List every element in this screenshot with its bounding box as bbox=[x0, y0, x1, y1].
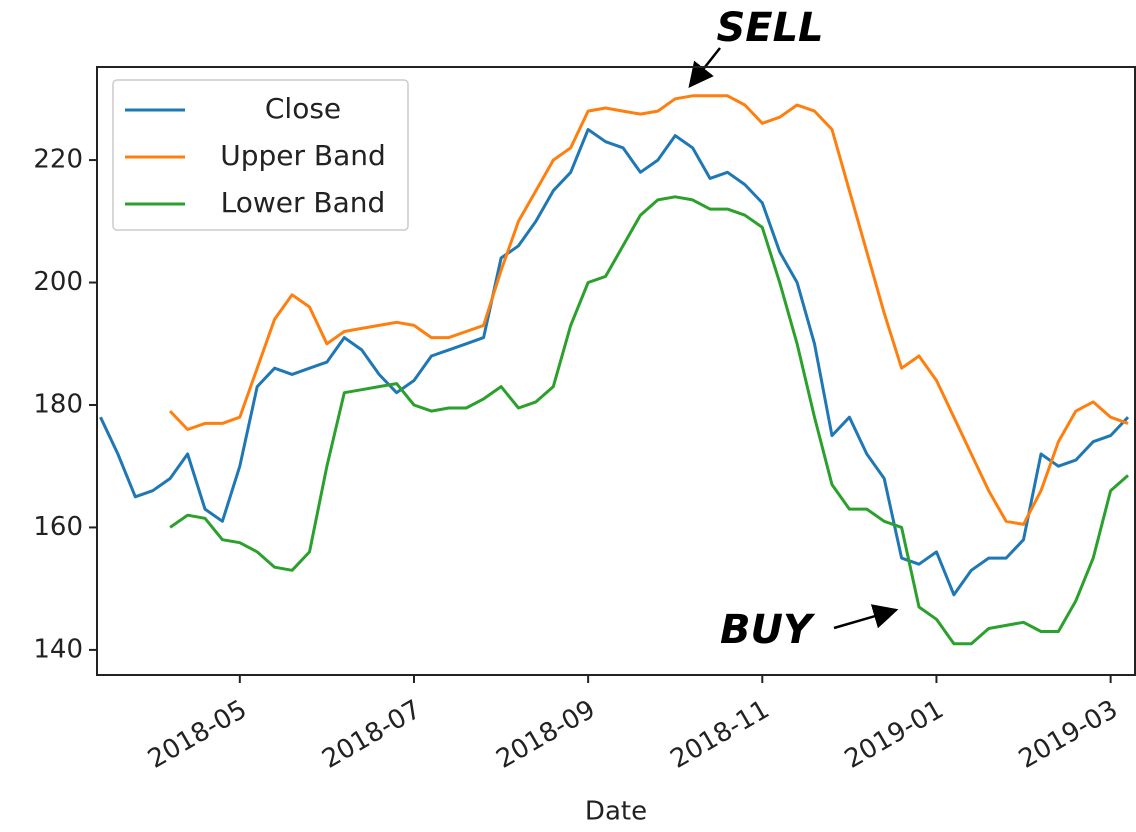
y-tick-label: 160 bbox=[33, 512, 83, 542]
x-tick-label: 2018-09 bbox=[491, 695, 600, 775]
plot-frame bbox=[96, 66, 1136, 676]
annotation: SELL bbox=[716, 5, 823, 51]
x-tick-label: 2019-01 bbox=[840, 695, 949, 775]
x-tick-label: 2018-05 bbox=[143, 695, 252, 775]
line-series bbox=[169, 94, 1129, 526]
legend-label: Upper Band bbox=[220, 139, 386, 172]
legend-label: Close bbox=[265, 92, 341, 125]
x-tick-label: 2019-03 bbox=[1014, 695, 1123, 775]
legend-box bbox=[112, 79, 409, 231]
y-tick-label: 140 bbox=[33, 634, 83, 664]
x-tick-label: 2018-11 bbox=[666, 695, 775, 775]
plot bbox=[99, 94, 1130, 646]
line-series bbox=[169, 195, 1129, 646]
x-axis-label: Date bbox=[585, 797, 647, 827]
legend-label: Lower Band bbox=[221, 186, 386, 219]
y-tick-label: 180 bbox=[33, 389, 83, 419]
y-tick-label: 220 bbox=[33, 145, 83, 175]
line-series bbox=[99, 128, 1130, 597]
annotation: BUY bbox=[720, 607, 816, 653]
annotation-arrow bbox=[833, 604, 899, 630]
x-tick-label: 2018-07 bbox=[317, 695, 426, 775]
y-tick-label: 200 bbox=[33, 267, 83, 297]
